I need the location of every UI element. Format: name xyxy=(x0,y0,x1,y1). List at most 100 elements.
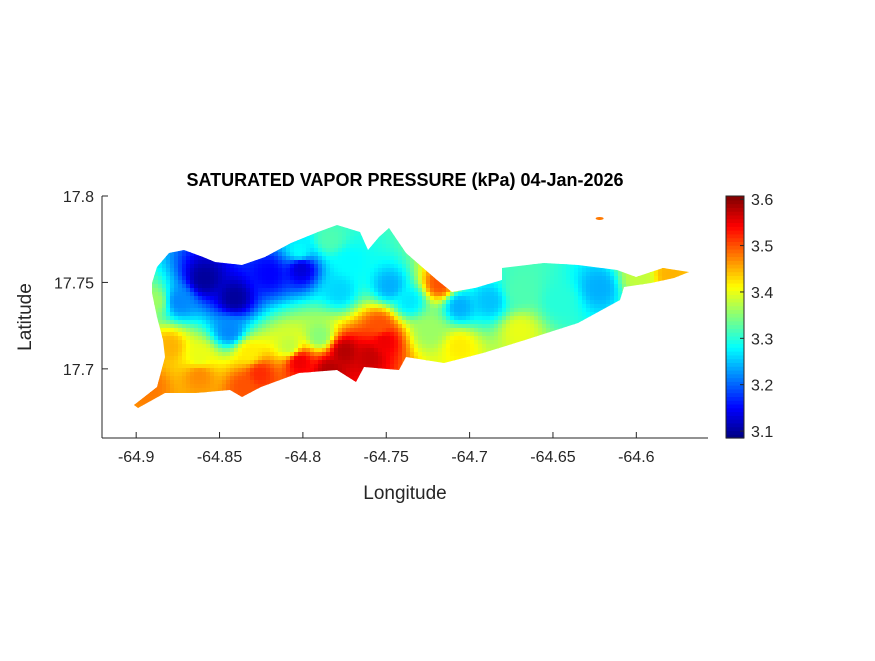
heatmap-cell xyxy=(398,356,403,361)
heatmap-cell xyxy=(290,352,295,357)
heatmap-cell xyxy=(454,304,459,309)
heatmap-cell xyxy=(558,300,563,305)
heatmap-cell xyxy=(530,332,535,337)
heatmap-cell xyxy=(510,320,515,325)
heatmap-cell xyxy=(174,260,179,265)
heatmap-cell xyxy=(306,292,311,297)
heatmap-cell xyxy=(286,296,291,301)
heatmap-cell xyxy=(554,264,559,269)
heatmap-cell xyxy=(186,316,191,321)
heatmap-cell xyxy=(306,328,311,333)
heatmap-cell xyxy=(154,272,159,277)
heatmap-cell xyxy=(498,344,503,349)
heatmap-cell xyxy=(358,244,363,249)
heatmap-cell xyxy=(498,316,503,321)
heatmap-cell xyxy=(322,268,327,273)
heatmap-cell xyxy=(522,324,527,329)
heatmap-cell xyxy=(338,276,343,281)
heatmap-cell xyxy=(302,352,307,357)
heatmap-cell xyxy=(430,284,435,289)
heatmap-cell xyxy=(294,332,299,337)
heatmap-cell xyxy=(338,232,343,237)
heatmap-cell xyxy=(250,352,255,357)
heatmap-cell xyxy=(402,316,407,321)
heatmap-cell xyxy=(358,252,363,257)
heatmap-cell xyxy=(410,320,415,325)
heatmap-cell xyxy=(294,352,299,357)
heatmap-cell xyxy=(266,312,271,317)
heatmap-cell xyxy=(266,300,271,305)
heatmap-cell xyxy=(578,280,583,285)
heatmap-cell xyxy=(418,352,423,357)
heatmap-cell xyxy=(186,256,191,261)
heatmap-cell xyxy=(490,296,495,301)
heatmap-cell xyxy=(278,296,283,301)
heatmap-cell xyxy=(410,316,415,321)
heatmap-cell xyxy=(186,340,191,345)
heatmap-cell xyxy=(474,336,479,341)
heatmap-cell xyxy=(182,288,187,293)
heatmap-cell xyxy=(466,320,471,325)
heatmap-cell xyxy=(266,324,271,329)
heatmap-cell xyxy=(254,348,259,353)
heatmap-cell xyxy=(558,264,563,269)
heatmap-cell xyxy=(322,344,327,349)
heatmap-cell xyxy=(406,308,411,313)
heatmap-cell xyxy=(446,328,451,333)
heatmap-cell xyxy=(390,344,395,349)
heatmap-cell xyxy=(334,300,339,305)
heatmap-cell xyxy=(374,356,379,361)
heatmap-cell xyxy=(570,304,575,309)
heatmap-cell xyxy=(426,308,431,313)
heatmap-cell xyxy=(222,316,227,321)
heatmap-cell xyxy=(314,324,319,329)
heatmap-cell xyxy=(554,272,559,277)
heatmap-cell xyxy=(382,328,387,333)
heatmap-cell xyxy=(374,244,379,249)
heatmap-cell xyxy=(194,272,199,277)
heatmap-cell xyxy=(186,296,191,301)
heatmap-cell xyxy=(286,328,291,333)
heatmap-cell xyxy=(498,280,503,285)
heatmap-cell xyxy=(330,260,335,265)
heatmap-cell xyxy=(282,348,287,353)
heatmap-cell xyxy=(234,280,239,285)
heatmap-cell xyxy=(382,252,387,257)
heatmap-cell xyxy=(170,288,175,293)
heatmap-cell xyxy=(302,296,307,301)
heatmap-cell xyxy=(182,332,187,337)
heatmap-cell xyxy=(226,348,231,353)
heatmap-cell xyxy=(562,312,567,317)
heatmap-cell xyxy=(550,316,555,321)
heatmap-cell xyxy=(266,316,271,321)
heatmap-cell xyxy=(534,304,539,309)
heatmap-cell xyxy=(354,248,359,253)
heatmap-cell xyxy=(262,280,267,285)
heatmap-cell xyxy=(534,332,539,337)
heatmap-cell xyxy=(554,300,559,305)
heatmap-cell xyxy=(394,352,399,357)
heatmap-cell xyxy=(590,280,595,285)
heatmap-cell xyxy=(534,308,539,313)
heatmap-cell xyxy=(262,324,267,329)
heatmap-cell xyxy=(362,328,367,333)
heatmap-cell xyxy=(338,272,343,277)
heatmap-cell xyxy=(382,260,387,265)
heatmap-cell xyxy=(422,316,427,321)
heatmap-cell xyxy=(322,280,327,285)
heatmap-cell xyxy=(326,280,331,285)
heatmap-cell xyxy=(298,360,303,365)
heatmap-cell xyxy=(246,296,251,301)
heatmap-cell xyxy=(570,292,575,297)
heatmap-cell xyxy=(338,228,343,233)
heatmap-cell xyxy=(470,324,475,329)
heatmap-cell xyxy=(394,312,399,317)
heatmap-cell xyxy=(386,356,391,361)
heatmap-cell xyxy=(398,328,403,333)
heatmap-cell xyxy=(378,328,383,333)
heatmap-cell xyxy=(346,328,351,333)
heatmap-cell xyxy=(266,320,271,325)
heatmap-cell xyxy=(546,296,551,301)
heatmap-cell xyxy=(186,272,191,277)
heatmap-cell xyxy=(162,268,167,273)
